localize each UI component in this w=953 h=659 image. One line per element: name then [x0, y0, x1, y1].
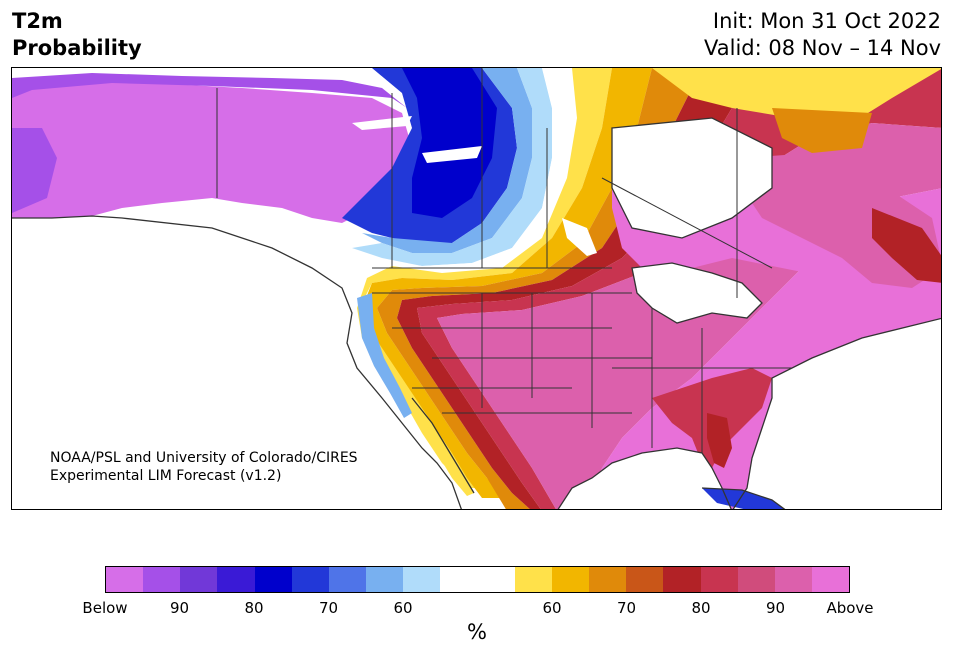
alaska-violet-edge: [12, 73, 407, 108]
credit-line-2: Experimental LIM Forecast (v1.2): [50, 468, 282, 484]
canada-pale-blue: [352, 68, 552, 266]
gulf-of-mexico: [558, 448, 732, 509]
colorbar-tick-label: Below: [82, 599, 128, 617]
title-line-2: Probability: [12, 36, 142, 60]
colorbar-swatch: [403, 567, 441, 592]
valid-dates: Valid: 08 Nov – 14 Nov: [704, 36, 941, 60]
colorbar-swatch: [254, 567, 292, 592]
coastlines: [12, 117, 941, 509]
warm-yellow-band: [357, 68, 612, 488]
political-borders: [216, 68, 792, 453]
colorbar-swatch: [366, 567, 404, 592]
greenland-orange: [772, 108, 872, 153]
quebec-red: [872, 208, 941, 283]
forecast-credit: NOAA/PSL and University of Colorado/CIRE…: [50, 449, 358, 485]
colorbar-tick-label: 90: [765, 599, 786, 617]
atlantic-ocean: [733, 318, 941, 509]
title-line-1: T2m: [12, 9, 63, 33]
warm-orange-band: [362, 68, 652, 498]
colorbar-swatch: [774, 567, 812, 592]
forecast-dates: Init: Mon 31 Oct 2022 Valid: 08 Nov – 14…: [704, 8, 941, 62]
colorbar-tick-label: 70: [318, 599, 339, 617]
colorbar-swatch: [700, 567, 738, 592]
colorbar-swatch: [217, 567, 255, 592]
great-slave-lake: [422, 146, 482, 163]
colorbar-swatch: [737, 567, 775, 592]
map-svg: [12, 68, 941, 509]
greenland-yellow: [652, 68, 941, 123]
colorbar-tick-label: 80: [691, 599, 711, 617]
colorbar-swatch: [551, 567, 590, 592]
colorbar-swatch: [106, 567, 144, 592]
alaska-below-region: [12, 78, 412, 223]
colorbar-tick-label: 60: [393, 599, 413, 617]
map-title: T2m Probability: [12, 8, 142, 62]
colorbar-swatch: [143, 567, 181, 592]
california-coast-cool: [357, 293, 412, 418]
colorbar-unit: %: [467, 620, 487, 644]
colorbar-swatch: [514, 567, 552, 592]
colorbar-swatch: [328, 567, 367, 592]
init-date: Init: Mon 31 Oct 2022: [712, 9, 941, 33]
probability-map: NOAA/PSL and University of Colorado/CIRE…: [11, 67, 942, 510]
canada-deep-blue: [402, 68, 497, 218]
colorbar-swatch: [589, 567, 627, 592]
colorbar-tick-label: Above: [826, 599, 874, 617]
winnipeg-lake: [562, 218, 597, 256]
great-lakes: [632, 263, 762, 323]
colorbar: [105, 566, 850, 593]
warm-rose-band: [417, 68, 941, 509]
colorbar-tick-label: 90: [169, 599, 190, 617]
pacific-ocean: [12, 216, 462, 509]
canada-light-blue: [362, 68, 532, 253]
baja-california: [410, 398, 474, 496]
colorbar-tick-label: 70: [616, 599, 637, 617]
colorbar-swatch: [477, 567, 515, 592]
colorbar-tick-label: 80: [244, 599, 264, 617]
colorbar-swatch: [626, 567, 664, 592]
colorbar-tick-label: 60: [542, 599, 562, 617]
credit-line-1: NOAA/PSL and University of Colorado/CIRE…: [50, 450, 358, 466]
colorbar-swatch: [663, 567, 701, 592]
colorbar-swatch: [180, 567, 218, 592]
hudson-bay: [612, 118, 772, 238]
alaska-violet-west: [12, 128, 57, 213]
cuba: [702, 488, 785, 509]
west-lakes: [352, 116, 412, 130]
central-white-neutral: [362, 68, 577, 273]
colorbar-swatch: [291, 567, 329, 592]
florida-red: [707, 413, 732, 468]
colorbar-swatch: [440, 567, 478, 592]
colorbar-swatch: [811, 567, 850, 592]
